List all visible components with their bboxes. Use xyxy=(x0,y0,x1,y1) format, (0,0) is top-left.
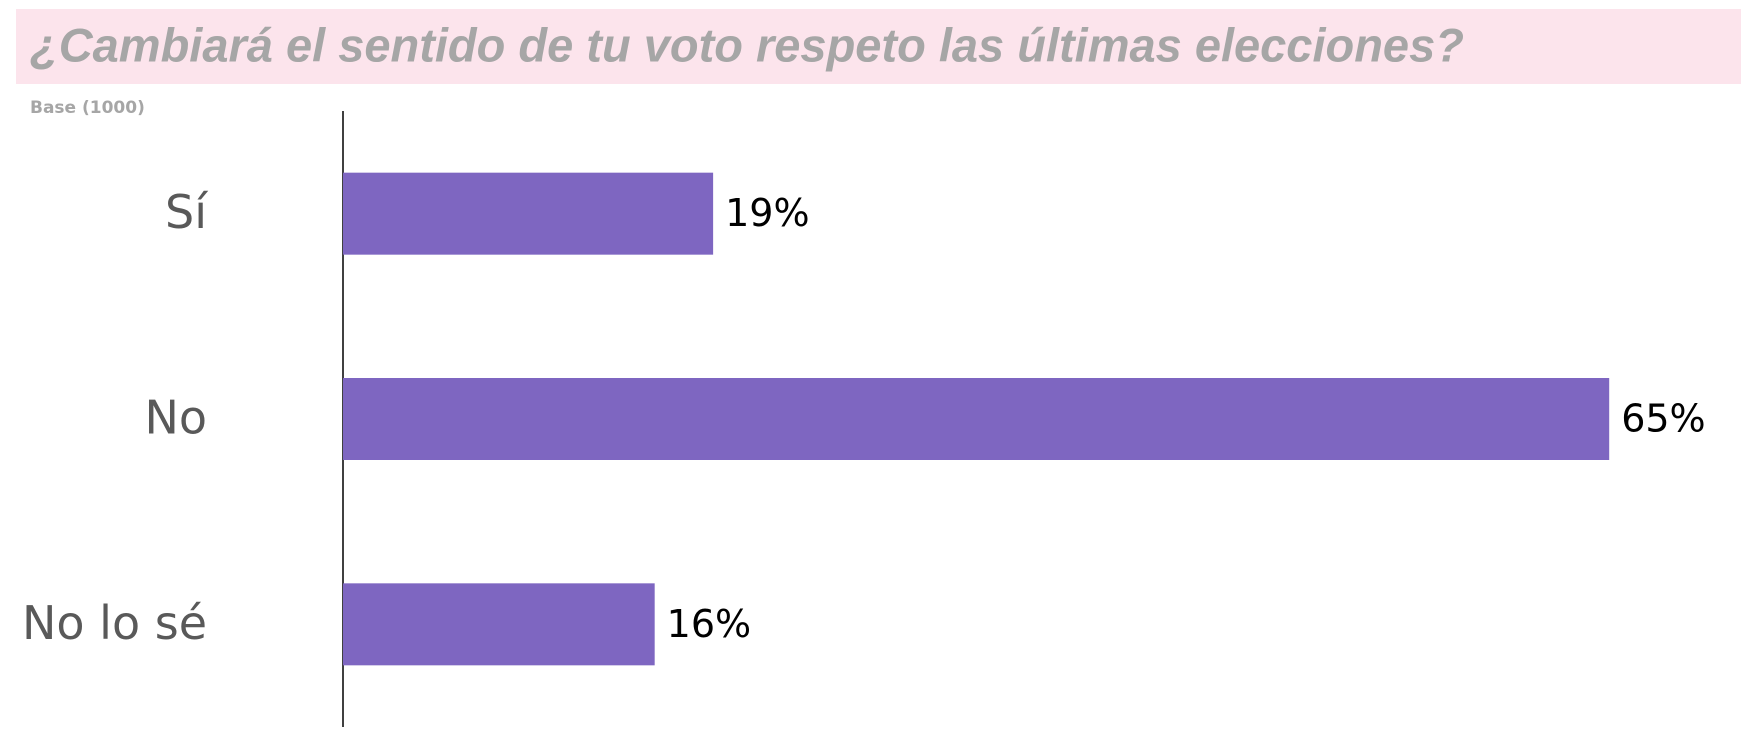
bar xyxy=(343,378,1610,460)
bar xyxy=(343,172,714,255)
title-banner xyxy=(16,9,1741,84)
bar xyxy=(343,583,655,666)
value-label: 16% xyxy=(667,602,751,646)
category-label: No lo sé xyxy=(22,596,207,650)
value-label: 19% xyxy=(725,191,809,235)
category-label: Sí xyxy=(165,185,208,239)
subtitle: Base (1000) xyxy=(30,98,145,118)
value-label: 65% xyxy=(1621,397,1705,441)
chart-title: ¿Cambiará el sentido de tu voto respeto … xyxy=(30,18,1464,71)
category-label: No xyxy=(144,391,207,445)
